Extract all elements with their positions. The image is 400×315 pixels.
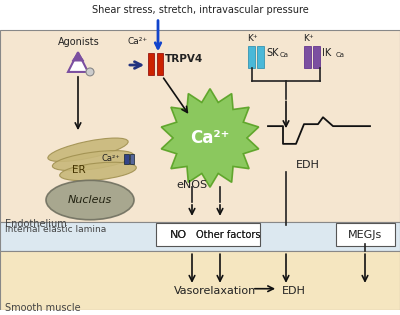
Bar: [124, 154, 129, 163]
Bar: [0, 222, 400, 251]
Text: TRPV4: TRPV4: [165, 54, 203, 64]
Text: Vasorelaxation: Vasorelaxation: [174, 286, 256, 296]
Bar: [0, 30, 400, 222]
Text: Nucleus: Nucleus: [68, 195, 112, 205]
Text: Internal elastic lamina: Internal elastic lamina: [5, 225, 106, 234]
Ellipse shape: [46, 180, 134, 220]
Text: Ca²⁺: Ca²⁺: [128, 37, 148, 46]
Circle shape: [86, 68, 94, 76]
Bar: [304, 46, 311, 68]
Bar: [0, 251, 400, 310]
Text: Ca: Ca: [280, 52, 289, 58]
Text: IK: IK: [322, 48, 331, 58]
Text: K⁺: K⁺: [303, 33, 313, 43]
Text: Ca²⁺: Ca²⁺: [190, 129, 230, 147]
Text: Agonists: Agonists: [58, 37, 100, 48]
Text: MEGJs: MEGJs: [348, 230, 382, 239]
Bar: [130, 154, 134, 163]
Text: Ca: Ca: [336, 52, 345, 58]
Bar: [248, 46, 255, 68]
Text: Shear stress, stretch, intravascular pressure: Shear stress, stretch, intravascular pre…: [92, 5, 308, 15]
Text: Other factors: Other factors: [196, 230, 260, 239]
Bar: [313, 46, 320, 68]
Text: EDH: EDH: [282, 286, 306, 296]
Text: Endothelium: Endothelium: [5, 219, 67, 229]
Text: ER: ER: [72, 165, 86, 175]
Polygon shape: [68, 52, 88, 72]
Text: Ca²⁺: Ca²⁺: [102, 154, 121, 163]
Polygon shape: [72, 52, 84, 61]
Text: NO: NO: [170, 230, 186, 239]
Text: eNOS: eNOS: [176, 180, 208, 190]
Text: Other factors: Other factors: [196, 230, 260, 239]
Text: SK: SK: [266, 48, 278, 58]
Polygon shape: [161, 89, 259, 187]
Ellipse shape: [60, 162, 136, 181]
Text: NO: NO: [170, 230, 186, 239]
FancyBboxPatch shape: [156, 223, 260, 246]
Text: K⁺: K⁺: [247, 33, 257, 43]
Text: Smooth muscle: Smooth muscle: [5, 303, 81, 313]
FancyBboxPatch shape: [336, 223, 395, 246]
Bar: [157, 53, 163, 75]
Bar: [257, 46, 264, 68]
Ellipse shape: [48, 138, 128, 162]
Bar: [148, 53, 154, 75]
Ellipse shape: [52, 151, 134, 171]
Text: EDH: EDH: [296, 160, 320, 170]
